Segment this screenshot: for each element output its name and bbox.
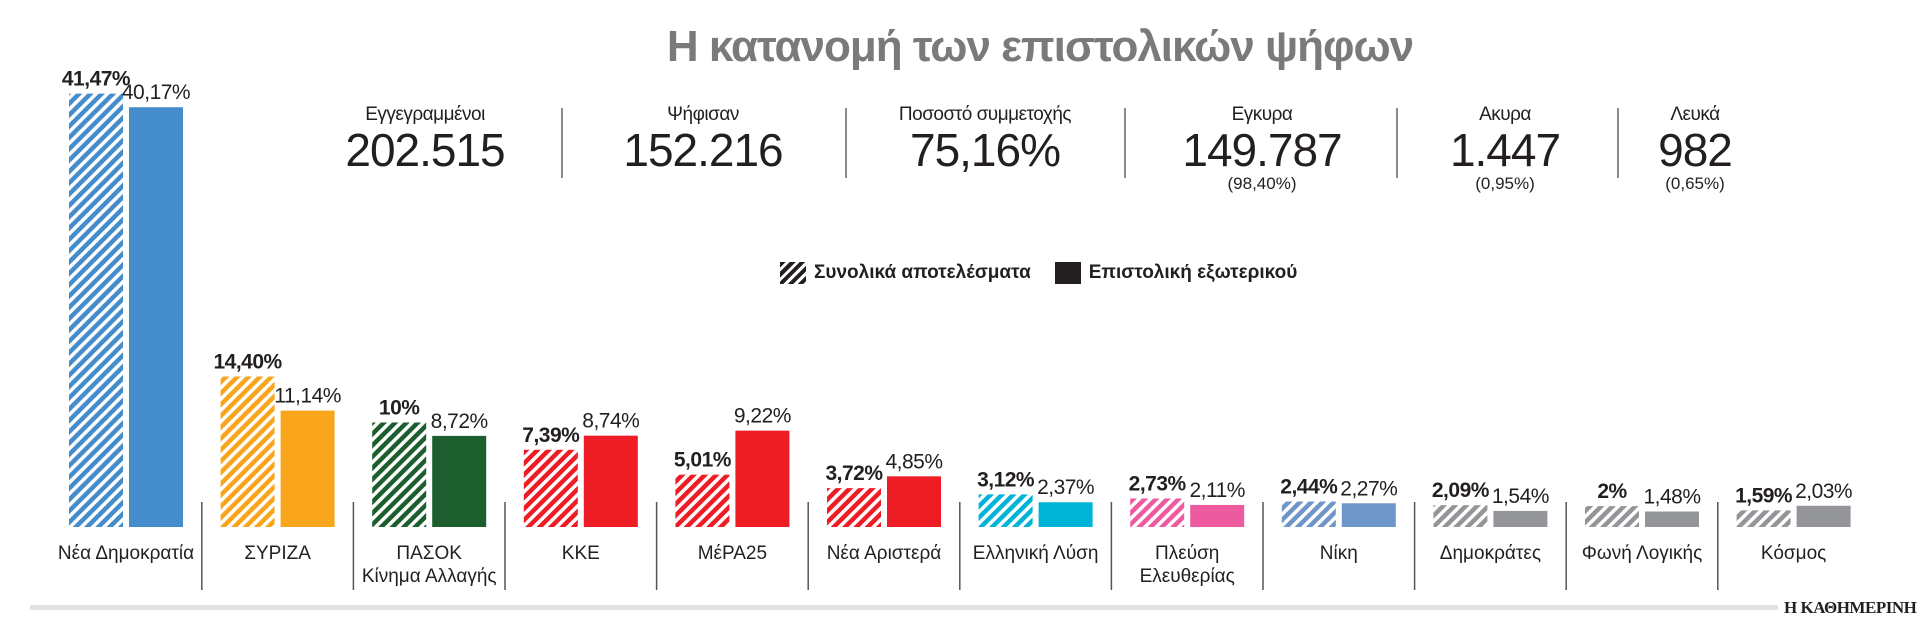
bar-total: [675, 474, 730, 527]
value-label-abroad: 1,48%: [1643, 486, 1700, 509]
bar-abroad: [1190, 504, 1245, 527]
value-label-total: 1,59%: [1735, 484, 1793, 507]
category-label: Νέα Δημοκρατία: [58, 543, 194, 564]
legend-item-abroad: Επιστολική εξωτερικού: [1054, 262, 1298, 284]
legend: Συνολικά αποτελέσματα Επιστολική εξωτερι…: [780, 262, 1321, 284]
bar-abroad: [1038, 502, 1093, 527]
stat-value: 75,16%: [909, 124, 1061, 176]
stat-sub: (0,65%): [1665, 174, 1725, 193]
bar-abroad: [887, 476, 941, 527]
bar-abroad: [432, 435, 487, 527]
bar-total: [1281, 501, 1336, 527]
value-label-total: 3,72%: [825, 462, 883, 485]
stat-label: Εγγεγραμμένοι: [365, 104, 485, 125]
divider: [561, 108, 563, 178]
stat-sub: (98,40%): [1227, 174, 1297, 193]
chart-title: Η κατανομή των επιστολικών ψήφων: [666, 22, 1414, 71]
value-label-total: 2,44%: [1280, 476, 1338, 499]
value-label-abroad: 8,74%: [582, 410, 639, 433]
bar-total: [1130, 498, 1185, 527]
stat-sub: (0,95%): [1475, 174, 1535, 193]
category-label: Δημοκράτες: [1440, 543, 1541, 564]
value-label-total: 7,39%: [522, 424, 580, 447]
stat-turnout: Ποσοστό συμμετοχής 75,16%: [855, 104, 1115, 174]
category-label: ΚΚΕ: [562, 543, 600, 564]
value-label-total: 2%: [1597, 480, 1627, 503]
category-label: ΣΥΡΙΖΑ: [244, 543, 311, 564]
bar-abroad: [1493, 510, 1548, 527]
bar-total: [1736, 510, 1791, 527]
stat-blank: Λευκά 982 (0,65%): [1565, 104, 1825, 194]
legend-label: Συνολικά αποτελέσματα: [814, 262, 1031, 283]
category-label: Νίκη: [1320, 543, 1358, 564]
solid-swatch-icon: [1054, 262, 1081, 284]
divider: [1617, 108, 1619, 178]
divider: [1124, 108, 1126, 178]
bar-abroad: [583, 435, 638, 527]
stat-value: 1.447: [1449, 124, 1561, 176]
category-label: Κόσμος: [1761, 543, 1826, 564]
value-label-total: 2,09%: [1432, 479, 1490, 502]
value-label-abroad: 9,22%: [734, 405, 791, 428]
category-label: Πλεύση: [1155, 543, 1219, 564]
category-label: Φωνή Λογικής: [1582, 543, 1703, 564]
bar-total: [1585, 506, 1639, 527]
bar-abroad: [1341, 503, 1396, 527]
bar-abroad: [735, 430, 790, 527]
bar-total: [220, 376, 275, 527]
bar-total: [523, 449, 578, 527]
divider: [845, 108, 847, 178]
value-label-total: 2,73%: [1129, 472, 1187, 495]
category-label: Ελευθερίας: [1140, 566, 1235, 587]
stat-value: 152.216: [623, 124, 783, 176]
bar-abroad: [1645, 511, 1699, 527]
value-label-total: 41,47%: [62, 68, 131, 91]
value-label-total: 10%: [379, 397, 420, 420]
category-label: Κίνημα Αλλαγής: [362, 566, 497, 587]
value-label-total: 3,12%: [977, 468, 1035, 491]
bar-total: [1433, 505, 1488, 527]
category-label: ΠΑΣΟΚ: [396, 543, 462, 564]
bar-abroad: [1796, 505, 1851, 527]
legend-label: Επιστολική εξωτερικού: [1088, 262, 1298, 283]
stat-voted: Ψήφισαν 152.216: [573, 104, 833, 174]
stat-label: Εγκυρα: [1231, 104, 1293, 125]
stat-value: 202.515: [345, 124, 505, 176]
value-label-abroad: 2,37%: [1037, 476, 1094, 499]
bar-total: [978, 494, 1033, 527]
value-label-abroad: 11,14%: [274, 385, 341, 408]
stat-label: Ακυρα: [1479, 104, 1531, 125]
bar-total: [827, 488, 881, 527]
stat-label: Λευκά: [1670, 104, 1720, 125]
value-label-abroad: 2,27%: [1340, 477, 1397, 500]
stat-label: Ποσοστό συμμετοχής: [898, 104, 1072, 125]
stat-valid: Εγκυρα 149.787 (98,40%): [1132, 104, 1392, 194]
divider: [1396, 108, 1398, 178]
stat-value: 149.787: [1182, 124, 1342, 176]
value-label-abroad: 8,72%: [431, 410, 488, 433]
bar-total: [69, 93, 123, 528]
legend-item-total: Συνολικά αποτελέσματα: [780, 262, 1031, 284]
brand-logo: Η ΚΑΘΗΜΕΡΙΝΗ: [1784, 598, 1917, 617]
value-label-abroad: 4,85%: [885, 450, 942, 473]
category-label: ΜέΡΑ25: [698, 543, 767, 564]
value-label-total: 5,01%: [674, 449, 732, 472]
stat-value: 982: [1658, 124, 1733, 176]
bar-abroad: [129, 107, 183, 527]
stat-registered: Εγγεγραμμένοι 202.515: [295, 104, 555, 174]
value-label-abroad: 2,03%: [1795, 480, 1852, 503]
bar-abroad: [280, 410, 335, 527]
value-label-total: 14,40%: [213, 351, 282, 374]
stat-invalid: Ακυρα 1.447 (0,95%): [1375, 104, 1635, 194]
category-label: Ελληνική Λύση: [973, 543, 1099, 564]
stat-label: Ψήφισαν: [667, 104, 739, 125]
bottom-rule: [30, 605, 1778, 610]
category-label: Νέα Αριστερά: [827, 543, 942, 564]
value-label-abroad: 40,17%: [122, 81, 190, 104]
bar-total: [372, 422, 427, 527]
value-label-abroad: 2,11%: [1189, 479, 1245, 502]
value-label-abroad: 1,54%: [1492, 485, 1549, 508]
hatched-swatch-icon: [780, 262, 806, 284]
